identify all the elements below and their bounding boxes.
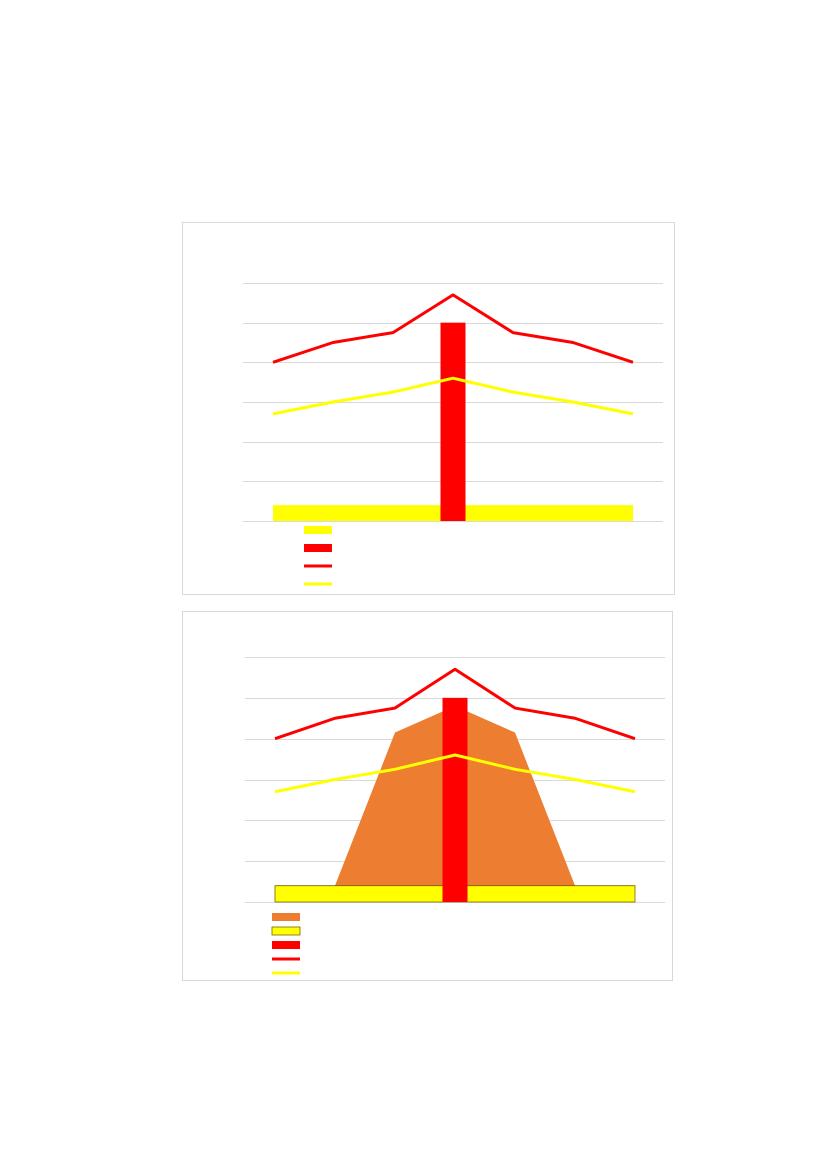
legend-swatch xyxy=(272,913,300,921)
legend-swatch xyxy=(272,941,300,949)
line xyxy=(272,293,634,364)
legend-swatch xyxy=(304,526,332,534)
bar xyxy=(442,697,468,902)
bar xyxy=(440,322,466,521)
legend-swatch xyxy=(271,926,301,936)
line xyxy=(274,667,636,741)
chart-frame xyxy=(182,222,675,595)
legend-swatch xyxy=(304,544,332,552)
line xyxy=(272,376,634,416)
line xyxy=(274,753,636,794)
